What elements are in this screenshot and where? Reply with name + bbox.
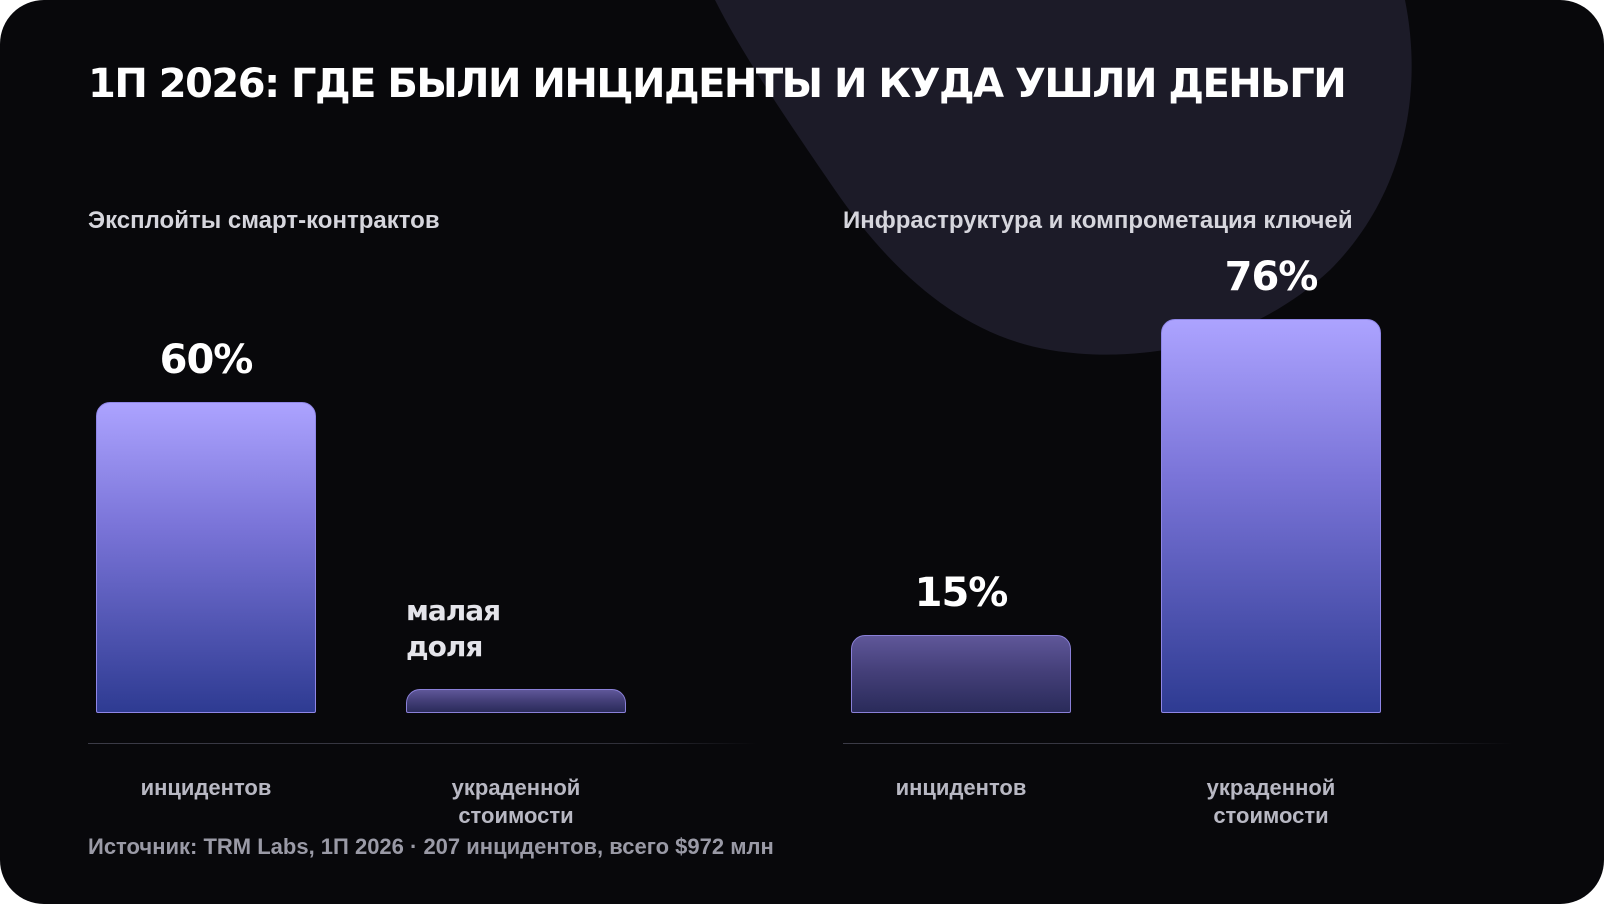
chart-title-smart-contracts: Эксплойты смарт-контрактов: [88, 207, 440, 234]
bar-infrastructure-stolen-value: [1161, 319, 1381, 713]
category-label-incidents-left: инцидентов: [140, 775, 272, 800]
value-label-smart-contracts-stolen-value: малая доля: [406, 594, 501, 663]
category-label-stolen-value-right: украденной стоимости: [1206, 775, 1336, 828]
value-label-infrastructure-incidents: 15%: [914, 570, 1009, 617]
chart-title-infrastructure: Инфраструктура и компрометация ключей: [843, 207, 1353, 234]
baseline-right: [843, 743, 1513, 744]
source-note: Источник: TRM Labs, 1П 2026 · 207 инциде…: [88, 834, 774, 859]
value-label-smart-contracts-incidents: 60%: [159, 337, 254, 384]
bar-smart-contracts-incidents: [96, 402, 316, 713]
category-label-stolen-value-left: украденной стоимости: [451, 775, 581, 828]
bar-smart-contracts-stolen-value: [406, 689, 626, 713]
baseline-left: [88, 743, 758, 744]
bar-infrastructure-incidents: [851, 635, 1071, 713]
value-label-infrastructure-stolen-value: 76%: [1224, 254, 1319, 301]
page-title: 1П 2026: ГДЕ БЫЛИ ИНЦИДЕНТЫ И КУДА УШЛИ …: [88, 61, 1347, 107]
category-label-incidents-right: инцидентов: [895, 775, 1027, 800]
